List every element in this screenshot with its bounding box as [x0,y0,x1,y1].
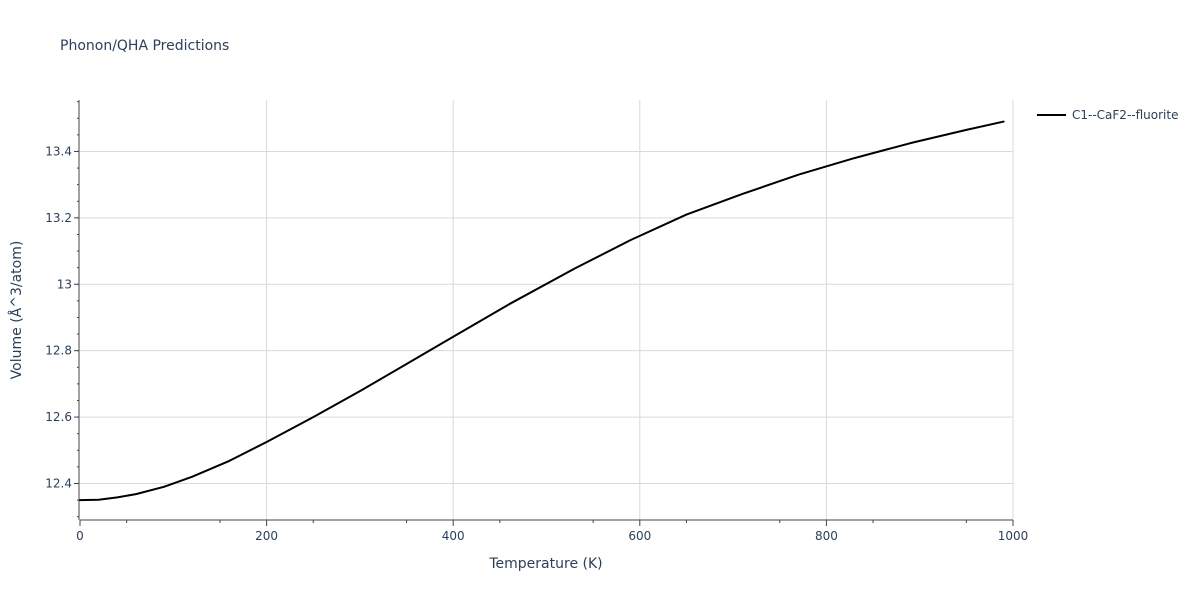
series-line [79,120,1005,502]
y-tick-label: 12.4 [45,476,72,490]
y-gridlines [80,150,1013,484]
x-ticks: 0 200 400 600 800 1000 [76,520,1028,543]
x-gridlines [266,100,1014,520]
chart-title: Phonon/QHA Predictions [60,38,229,54]
x-tick-label: 200 [255,529,278,543]
series-group [79,120,1005,502]
y-tick-label: 12.8 [45,344,72,358]
y-axis-title: Volume (Å^3/atom) [8,241,25,380]
x-axis-title: Temperature (K) [488,556,602,572]
y-tick-label: 12.6 [45,410,72,424]
x-tick-label: 800 [815,529,838,543]
x-tick-label: 600 [628,529,651,543]
legend-label: C1--CaF2--fluorite [1072,108,1178,122]
x-tick-label: 0 [76,529,84,543]
legend[interactable]: C1--CaF2--fluorite [1037,108,1178,122]
y-tick-label: 13.2 [45,211,72,225]
y-tick-label: 13 [57,277,72,291]
x-tick-label: 1000 [998,529,1029,543]
y-tick-label: 13.4 [45,144,72,158]
y-ticks: 12.4 12.6 12.8 13 13.2 13.4 [45,101,79,518]
x-tick-label: 400 [442,529,465,543]
